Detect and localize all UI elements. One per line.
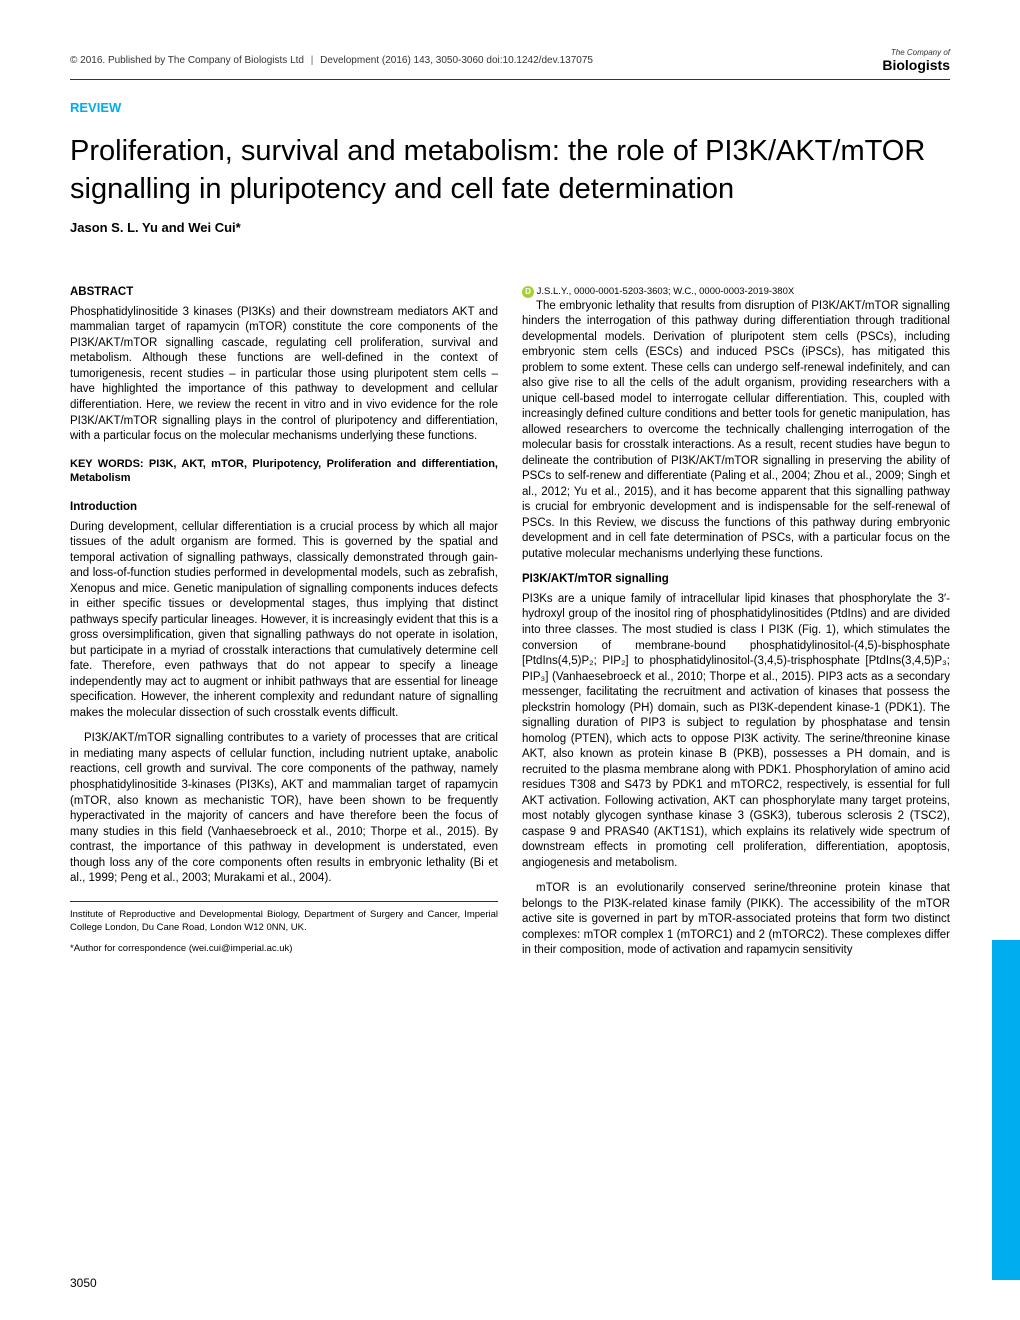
orcid-text: J.S.L.Y., 0000-0001-5203-3603; W.C., 000… [537,286,795,297]
orcid-line: D J.S.L.Y., 0000-0001-5203-3603; W.C., 0… [522,285,950,298]
side-tab-text: DEVELOPMENT [916,1049,937,1229]
correspondence-text: *Author for correspondence (wei.cui@impe… [70,942,498,955]
keywords: KEY WORDS: PI3K, AKT, mTOR, Pluripotency… [70,457,498,487]
intro-para-1: During development, cellular differentia… [70,520,498,722]
abstract-heading: ABSTRACT [70,285,498,301]
logo-main-text: Biologists [882,57,950,73]
section2-para-1: PI3Ks are a unique family of intracellul… [522,592,950,871]
journal-text: Development (2016) 143, 3050-3060 doi:10… [320,55,593,66]
header: © 2016. Published by The Company of Biol… [70,48,950,80]
section2-heading: PI3K/AKT/mTOR signalling [522,572,950,588]
content-columns: ABSTRACT Phosphatidylinositide 3 kinases… [70,285,950,970]
institute-text: Institute of Reproductive and Developmen… [70,908,498,935]
copyright-text: © 2016. Published by The Company of Biol… [70,55,304,66]
orcid-icon: D [522,286,534,298]
header-divider: | [311,55,314,66]
article-title: Proliferation, survival and metabolism: … [70,133,950,208]
abstract-text: Phosphatidylinositide 3 kinases (PI3Ks) … [70,305,498,445]
col2-para-1: The embryonic lethality that results fro… [522,299,950,563]
logo-top-text: The Company of [882,48,950,57]
introduction-heading: Introduction [70,500,498,516]
review-label: REVIEW [70,100,950,115]
page-number: 3050 [70,1276,97,1290]
section2-para-2: mTOR is an evolutionarily conserved seri… [522,881,950,959]
header-citation: © 2016. Published by The Company of Biol… [70,55,593,66]
authors: Jason S. L. Yu and Wei Cui* [70,220,950,235]
publisher-logo: The Company of Biologists [882,48,950,73]
intro-para-2: PI3K/AKT/mTOR signalling contributes to … [70,731,498,886]
